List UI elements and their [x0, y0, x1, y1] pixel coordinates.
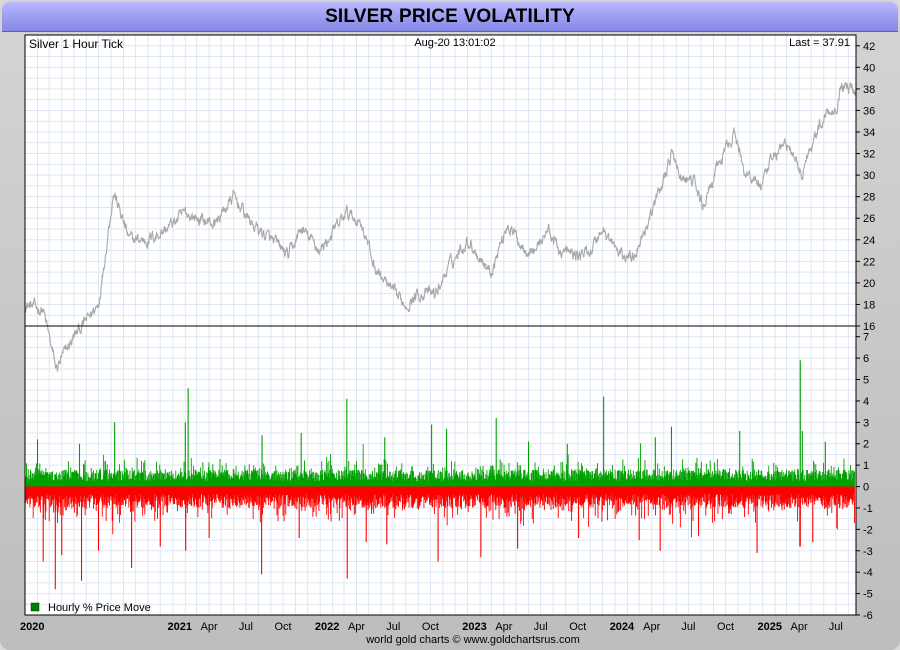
price-y-tick-label: 30 [863, 170, 875, 182]
x-tick-label: Jul [681, 621, 695, 633]
vol-y-tick-label: 5 [863, 375, 869, 387]
vol-y-tick-label: 3 [863, 417, 869, 429]
price-y-tick-label: 22 [863, 256, 875, 268]
price-y-tick-label: 28 [863, 192, 875, 204]
vol-y-tick-label: 2 [863, 439, 869, 451]
price-y-tick-label: 42 [863, 41, 875, 53]
x-tick-label: Oct [274, 621, 291, 633]
chart-texts: Silver 1 Hour Tick Aug-20 13:01:02 Last … [29, 37, 850, 646]
vol-y-tick-label: 7 [863, 332, 869, 344]
header-left-label: Silver 1 Hour Tick [29, 37, 124, 51]
header-right-label: Last = 37.91 [789, 37, 850, 49]
price-y-tick-label: 36 [863, 105, 875, 117]
volatility-panel [25, 360, 855, 590]
x-tick-label: 2024 [610, 621, 635, 633]
price-y-tick-label: 32 [863, 149, 875, 161]
vol-y-tick-label: -2 [863, 524, 873, 536]
x-tick-label: Oct [569, 621, 586, 633]
x-tick-label: Jul [239, 621, 253, 633]
price-y-tick-label: 18 [863, 299, 875, 311]
price-y-tick-label: 20 [863, 278, 875, 290]
price-y-tick-label: 34 [863, 127, 875, 139]
price-y-tick-label: 26 [863, 213, 875, 225]
x-tick-label: Oct [717, 621, 734, 633]
vol-y-tick-label: 4 [863, 396, 869, 408]
x-tick-label: Apr [643, 621, 660, 633]
x-tick-label: Jul [386, 621, 400, 633]
plot-border [24, 34, 857, 616]
grid-lines [25, 35, 856, 615]
x-tick-label: Oct [422, 621, 439, 633]
vol-y-tick-label: -5 [863, 589, 873, 601]
price-y-tick-label: 16 [863, 321, 875, 333]
x-tick-label: Apr [495, 621, 512, 633]
vol-y-tick-label: 0 [863, 482, 869, 494]
vol-y-tick-label: -1 [863, 503, 873, 515]
price-y-tick-label: 38 [863, 84, 875, 96]
footer-credit: world gold charts © www.goldchartsrus.co… [365, 634, 580, 646]
x-tick-label: 2021 [168, 621, 192, 633]
x-tick-label: Apr [791, 621, 808, 633]
vol-y-tick-label: -3 [863, 546, 873, 558]
vol-y-tick-label: 1 [863, 460, 869, 472]
price-line [24, 81, 857, 373]
price-panel [24, 81, 857, 373]
x-tick-label: 2020 [20, 621, 44, 633]
x-tick-label: Apr [201, 621, 218, 633]
x-tick-label: Jul [534, 621, 548, 633]
x-tick-label: Apr [348, 621, 365, 633]
price-y-tick-label: 40 [863, 62, 875, 74]
vol-y-tick-label: 6 [863, 353, 869, 365]
positive-move-bars [25, 443, 855, 487]
x-tick-label: Jul [829, 621, 843, 633]
x-tick-label: 2023 [462, 621, 486, 633]
legend-label: Hourly % Price Move [48, 602, 151, 614]
price-y-tick-label: 24 [863, 235, 875, 247]
title-bar: SILVER PRICE VOLATILITY [2, 2, 898, 32]
x-tick-label: 2022 [315, 621, 339, 633]
chart-title: SILVER PRICE VOLATILITY [325, 6, 575, 27]
vol-y-tick-label: -4 [863, 567, 873, 579]
x-tick-label: 2025 [757, 621, 781, 633]
vol-y-tick-label: -6 [863, 610, 873, 622]
legend-swatch [30, 602, 40, 612]
header-center-label: Aug-20 13:01:02 [414, 37, 495, 49]
axes: 1618202224262830323436384042-6-5-4-3-2-1… [20, 34, 875, 633]
